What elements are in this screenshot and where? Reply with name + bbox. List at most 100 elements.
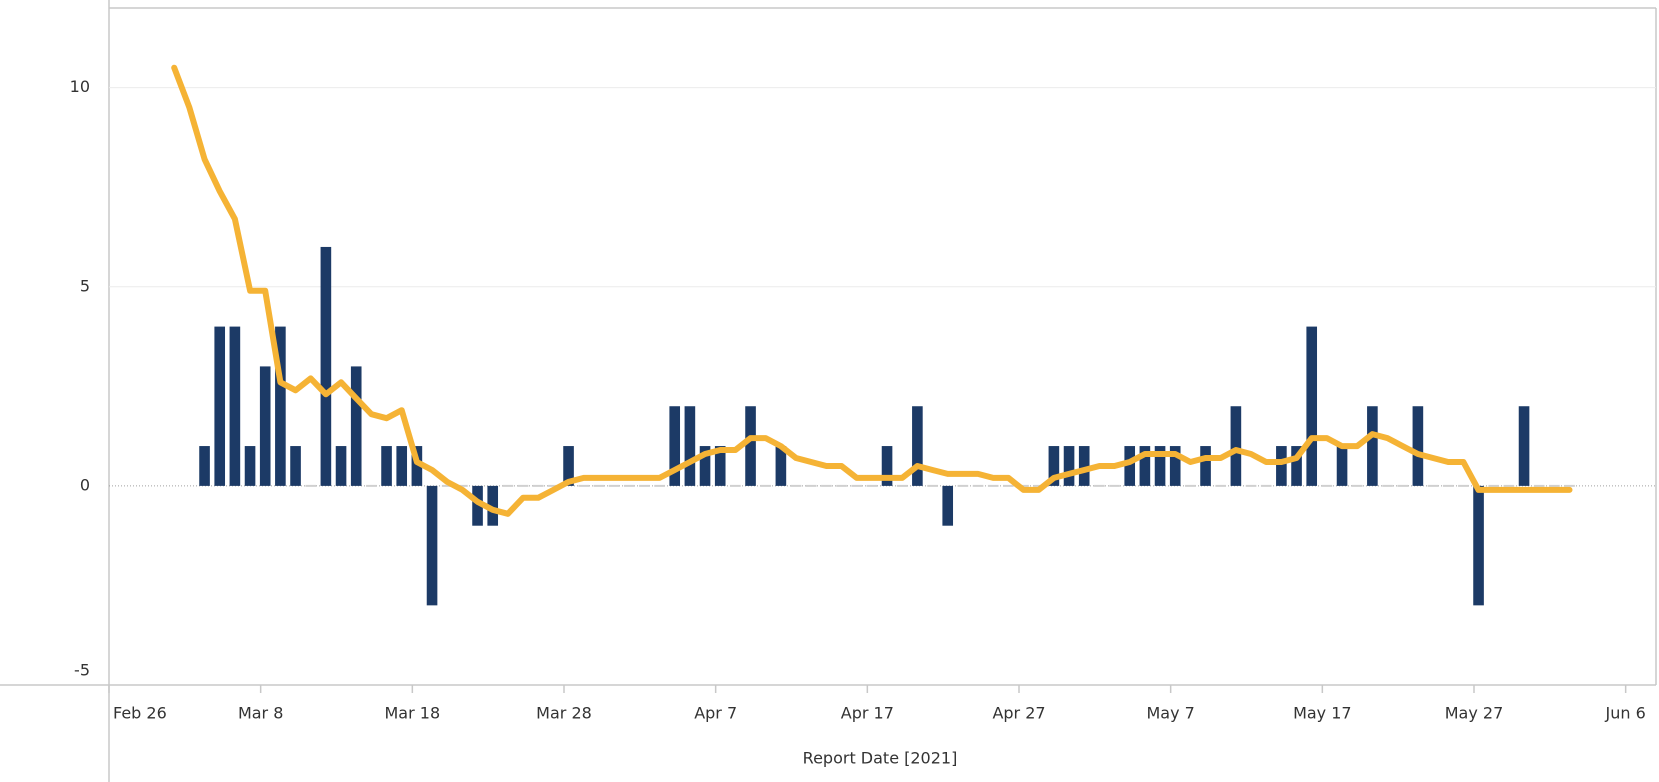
bar — [912, 406, 923, 486]
bar — [1124, 446, 1136, 486]
bar — [229, 326, 241, 486]
bar-zero — [1185, 484, 1196, 487]
x-tick-label: Apr 7 — [694, 704, 737, 723]
bar-zero — [927, 484, 938, 487]
bar — [259, 366, 271, 486]
bar-zero — [1033, 484, 1045, 487]
bar — [396, 446, 408, 486]
bar-zero — [578, 484, 590, 487]
bar-zero — [1533, 484, 1545, 487]
bar-zero — [1003, 484, 1014, 487]
bar-zero — [593, 484, 605, 487]
x-tick-label: May 27 — [1445, 704, 1504, 723]
bar — [1048, 446, 1060, 486]
bar — [320, 246, 332, 486]
bar — [1276, 446, 1287, 486]
bar — [775, 446, 787, 486]
bar-zero — [760, 484, 772, 487]
bar — [350, 366, 362, 486]
bar — [1367, 406, 1378, 486]
bar-zero — [305, 484, 317, 487]
bar — [1169, 446, 1181, 486]
bar-zero — [1503, 484, 1515, 487]
bar-zero — [805, 484, 817, 487]
x-axis-title: Report Date [2021] — [803, 749, 958, 768]
x-tick-label: Apr 27 — [992, 704, 1045, 723]
bar-zero — [866, 484, 878, 487]
bar-zero — [1488, 484, 1500, 487]
bar — [745, 406, 756, 486]
bar-zero — [790, 484, 802, 487]
y-tick-label: 10 — [70, 77, 90, 96]
bar — [1200, 446, 1211, 486]
bar-zero — [972, 484, 984, 487]
bar-zero — [441, 484, 453, 487]
bar — [1336, 446, 1348, 486]
bar — [1412, 406, 1424, 486]
bar-zero — [1245, 484, 1257, 487]
bar-zero — [517, 484, 529, 487]
bar — [244, 446, 256, 486]
bar-zero — [548, 484, 559, 487]
bar — [699, 446, 711, 486]
bar — [1291, 446, 1302, 486]
bar — [214, 326, 226, 486]
bar-zero — [836, 484, 847, 487]
bar-zero — [1109, 484, 1120, 487]
y-tick-label: 0 — [80, 475, 90, 494]
bar — [714, 446, 726, 486]
x-tick-label: Feb 26 — [113, 704, 167, 723]
bar — [1063, 446, 1075, 486]
bar-zero — [639, 484, 650, 487]
bar — [881, 446, 893, 486]
bar — [1078, 446, 1090, 486]
bar-zero — [532, 484, 544, 487]
x-tick-label: Mar 8 — [238, 704, 283, 723]
x-tick-label: Jun 6 — [1605, 704, 1646, 723]
bar-zero — [851, 484, 863, 487]
bar — [942, 485, 954, 526]
x-tick-label: Mar 28 — [536, 704, 592, 723]
x-tick-label: May 17 — [1293, 704, 1352, 723]
bar-zero — [1094, 484, 1105, 487]
bar-zero — [457, 484, 468, 487]
bar — [426, 485, 438, 606]
bar-zero — [1458, 484, 1469, 487]
bar — [290, 446, 301, 486]
bar — [472, 485, 483, 526]
bar — [563, 446, 574, 486]
y-tick-label: -5 — [74, 661, 90, 680]
bar-zero — [1564, 484, 1575, 487]
bar — [275, 326, 286, 486]
bar-zero — [957, 484, 969, 487]
bar — [669, 406, 681, 486]
bar — [335, 446, 347, 486]
x-tick-label: Mar 18 — [385, 704, 441, 723]
bar — [199, 446, 210, 486]
bar-zero — [1397, 484, 1409, 487]
bar — [684, 406, 696, 486]
bar-zero — [987, 484, 999, 487]
bar-zero — [1549, 484, 1560, 487]
bar-zero — [623, 484, 635, 487]
bar-zero — [1260, 484, 1272, 487]
bar — [487, 485, 499, 526]
line — [171, 64, 1573, 517]
bar-zero — [1427, 484, 1439, 487]
bar-zero — [896, 484, 908, 487]
x-tick-label: May 7 — [1146, 704, 1194, 723]
bar-zero — [1321, 484, 1333, 487]
bar-zero — [654, 484, 665, 487]
bar — [1230, 406, 1242, 486]
bar — [1139, 446, 1151, 486]
bar-zero — [608, 484, 620, 487]
bar — [1154, 446, 1166, 486]
bar-zero — [730, 484, 741, 487]
bar-zero — [1351, 484, 1363, 487]
bar-zero — [366, 484, 377, 487]
bar-zero — [1215, 484, 1227, 487]
bar-zero — [1382, 484, 1393, 487]
bar-zero — [502, 484, 514, 487]
